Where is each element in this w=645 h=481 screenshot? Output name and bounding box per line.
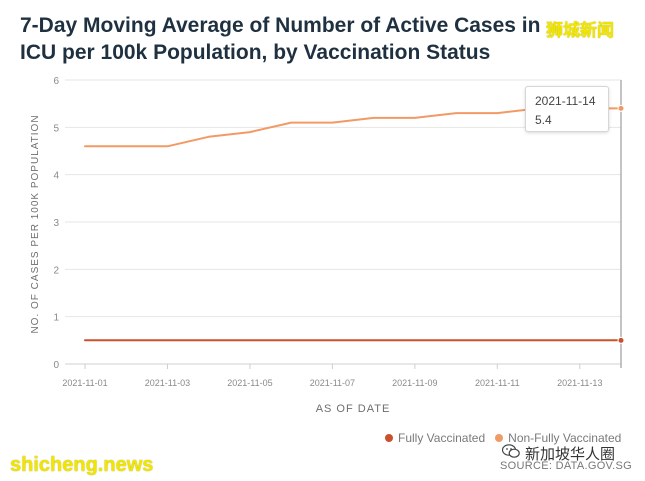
grid-lines [65, 79, 621, 365]
y-tick-labels: 0 1 2 3 4 5 6 [53, 76, 59, 371]
x-tick-label: 2021-11-05 [227, 378, 272, 388]
x-tick-labels: 2021-11-01 2021-11-03 2021-11-05 2021-11-07… [62, 364, 602, 388]
legend: Fully Vaccinated Non-Fully Vaccinated [385, 431, 621, 445]
wechat-label: 新加坡华人圈 [525, 445, 616, 463]
hover-point-non-fully [617, 104, 625, 112]
x-axis-label: AS OF DATE [316, 403, 391, 415]
hover-markers [617, 104, 625, 344]
x-tick-label: 2021-11-03 [145, 378, 190, 388]
y-tick-label: 5 [53, 123, 59, 134]
hover-point-fully [617, 336, 625, 344]
legend-dot-non-fully [495, 434, 504, 442]
watermark-wechat: 新加坡华人圈 [501, 443, 616, 464]
tooltip-value: 5.4 [535, 113, 552, 127]
chart-title: 7-Day Moving Average of Number of Active… [20, 14, 541, 64]
x-tick-label: 2021-11-01 [62, 378, 107, 388]
y-axis-label: NO. OF CASES PER 100K POPULATION [30, 114, 41, 333]
series-lines [84, 107, 622, 342]
y-tick-label: 2 [53, 265, 59, 276]
y-tick-label: 0 [53, 360, 59, 371]
tooltip: 2021-11-14 5.4 [525, 86, 609, 132]
x-tick-label: 2021-11-13 [557, 378, 602, 388]
x-tick-label: 2021-11-07 [310, 378, 355, 388]
y-tick-label: 3 [53, 218, 59, 229]
wechat-icon [501, 444, 520, 463]
x-tick-label: 2021-11-09 [392, 378, 437, 388]
legend-item-non-fully-vaccinated[interactable]: Non-Fully Vaccinated [495, 431, 621, 445]
legend-label-non-fully: Non-Fully Vaccinated [508, 431, 622, 445]
legend-label-fully: Fully Vaccinated [398, 431, 486, 445]
source-note: SOURCE: DATA.GOV.SG [500, 460, 633, 472]
y-tick-label: 1 [53, 313, 59, 324]
y-tick-label: 6 [53, 76, 59, 87]
legend-dot-fully [385, 434, 393, 442]
y-tick-label: 4 [53, 171, 59, 182]
watermark-top: 狮城新闻 [546, 21, 614, 41]
legend-item-fully-vaccinated[interactable]: Fully Vaccinated [385, 431, 485, 445]
tooltip-date: 2021-11-14 [535, 94, 596, 108]
x-tick-label: 2021-11-11 [475, 378, 520, 388]
watermark-bottom: shicheng.news [10, 454, 154, 476]
